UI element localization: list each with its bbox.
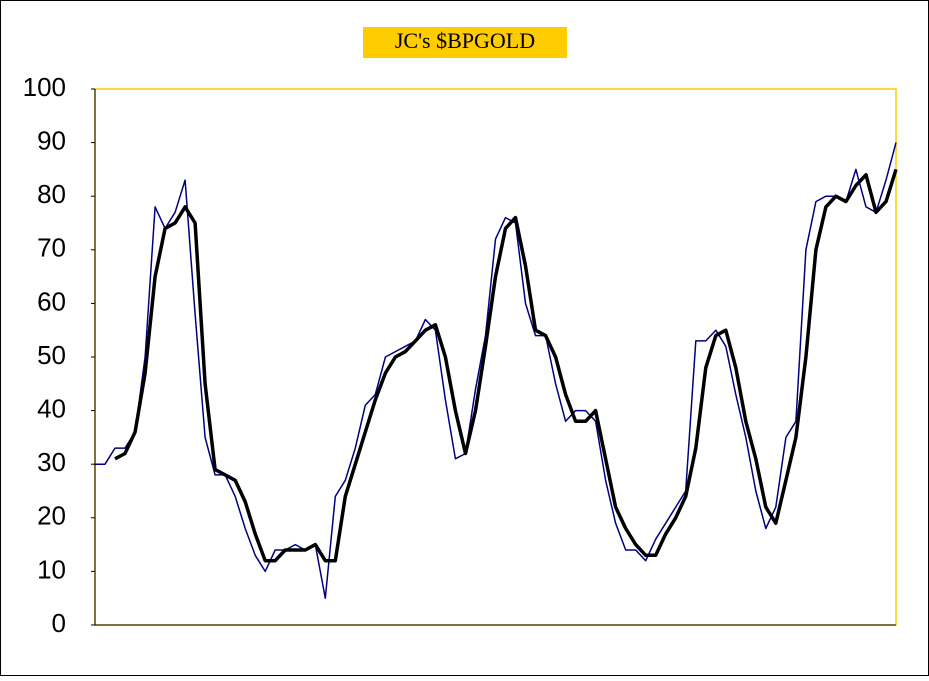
y-tick-label: 20 [37, 501, 66, 531]
y-tick-label: 90 [37, 125, 66, 155]
y-tick-label: 70 [37, 233, 66, 263]
y-tick-label: 0 [52, 608, 66, 638]
title-box [363, 27, 567, 58]
y-tick-label: 10 [37, 554, 66, 584]
series-line [114, 168, 898, 563]
series-line [95, 142, 897, 599]
chart-title: JC's $BPGOLD [395, 28, 535, 53]
y-tick-label: 50 [37, 340, 66, 370]
y-tick-label: 80 [37, 179, 66, 209]
y-tick-label: 30 [37, 447, 66, 477]
y-tick-label: 40 [37, 393, 66, 423]
y-tick-label: 60 [37, 286, 66, 316]
y-tick-label: 100 [23, 72, 66, 102]
